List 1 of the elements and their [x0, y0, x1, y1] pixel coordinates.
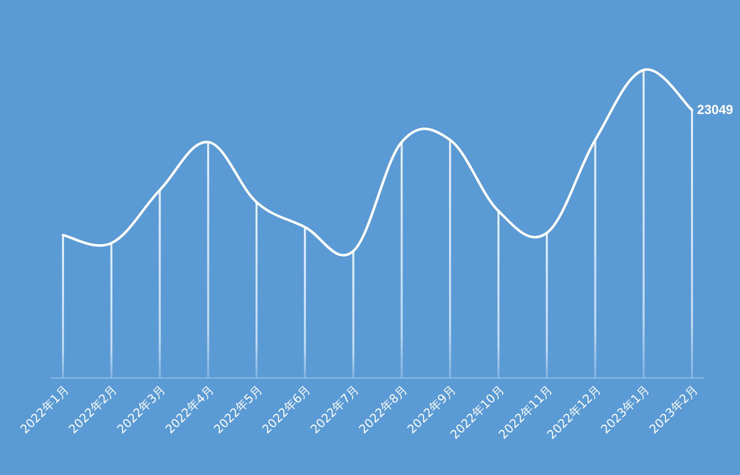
- annotation: 23049: [697, 102, 734, 118]
